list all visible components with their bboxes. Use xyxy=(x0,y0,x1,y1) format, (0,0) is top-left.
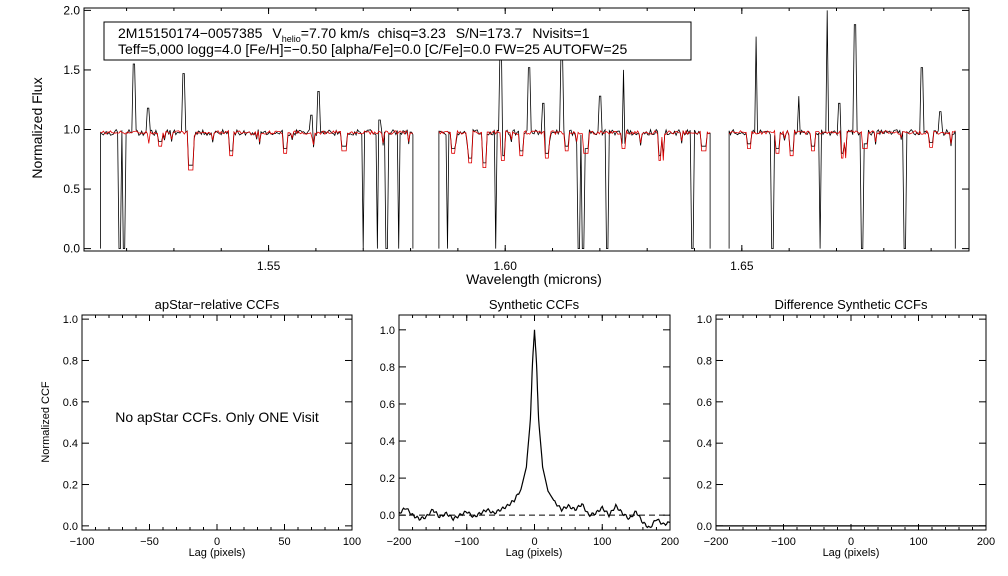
y-tick-label: 0.6 xyxy=(63,397,78,409)
y-tick-label: 0.5 xyxy=(63,182,80,196)
spectrum-data xyxy=(100,10,956,250)
info-v-value: =7.70 km/s xyxy=(301,25,370,41)
y-tick-label: 2.0 xyxy=(63,3,80,17)
info-snr: S/N=173.7 xyxy=(456,25,523,41)
y-tick-label: 0.8 xyxy=(380,362,395,374)
info-v-prefix: V xyxy=(272,25,282,41)
x-tick-label: 1.60 xyxy=(494,259,518,273)
difference-ccf-frame xyxy=(715,314,987,531)
info-v-subscript: helio xyxy=(282,34,301,44)
x-tick-label: 1.55 xyxy=(257,259,281,273)
y-tick-label: 1.5 xyxy=(63,63,80,77)
difference-ccf-xlabel: Lag (pixels) xyxy=(823,547,880,559)
y-tick-label: 0.0 xyxy=(697,521,712,533)
x-tick-label: 0 xyxy=(531,536,537,548)
difference-ccf-ticks: −200 −100 0 100 200 0.0 0.2 0.4 0.6 0.8 1.0 xyxy=(697,314,995,548)
x-tick-label: −100 xyxy=(70,536,95,548)
model-line xyxy=(438,129,711,169)
spectrum-line xyxy=(438,45,711,250)
synthetic-ccf-ticks: −200 −100 0 100 200 0.0 0.2 0.4 0.6 0.8 1.0 xyxy=(380,315,679,548)
info-line-1: 2M15150174−0057385 Vhelio=7.70 km/s chisq=… xyxy=(118,25,590,44)
ccf-curve xyxy=(398,329,671,529)
x-tick-label: −100 xyxy=(454,536,479,548)
y-tick-label: 0.4 xyxy=(63,438,78,450)
y-tick-label: 1.0 xyxy=(380,325,395,337)
apstar-ccf-title: apStar−relative CCFs xyxy=(155,297,280,312)
spectrum-ylabel: Normalized Flux xyxy=(29,77,45,178)
info-chisq: chisq=3.23 xyxy=(378,25,446,41)
spectrum-panel: 1.55 1.60 1.65 0.0 0.5 1.0 1.5 2.0 Wavelength (… xyxy=(29,3,970,287)
y-tick-label: 1.0 xyxy=(697,314,712,326)
spectrum-line xyxy=(100,63,414,250)
y-tick-label: 0.8 xyxy=(63,355,78,367)
x-tick-label: 200 xyxy=(661,536,679,548)
y-tick-label: 0.8 xyxy=(697,355,712,367)
apstar-ccf-ticks: −100 −50 0 50 100 0.0 0.2 0.4 0.6 0.8 1.0 xyxy=(63,314,361,548)
y-tick-label: 0.0 xyxy=(63,242,80,256)
y-tick-label: 0.6 xyxy=(380,399,395,411)
synthetic-ccf-frame xyxy=(398,314,671,531)
spectrum-xlabel: Wavelength (microns) xyxy=(466,271,602,287)
y-tick-label: 1.0 xyxy=(63,123,80,137)
x-tick-label: −100 xyxy=(771,536,796,548)
synthetic-ccf-xlabel: Lag (pixels) xyxy=(506,547,563,559)
x-tick-label: 100 xyxy=(343,536,361,548)
apstar-ccf-annotation: No apStar CCFs. Only ONE Visit xyxy=(115,409,319,425)
model-line xyxy=(728,129,956,159)
info-nvisits: Nvisits=1 xyxy=(532,25,589,41)
y-tick-label: 0.0 xyxy=(63,521,78,533)
info-box: 2M15150174−0057385 Vhelio=7.70 km/s chisq=… xyxy=(103,21,692,61)
info-line-2: Teff=5,000 logg=4.0 [Fe/H]=−0.50 [alpha/… xyxy=(118,41,627,57)
y-tick-label: 1.0 xyxy=(63,314,78,326)
y-tick-label: 0.0 xyxy=(380,510,395,522)
synthetic-ccf-title: Synthetic CCFs xyxy=(489,297,580,312)
x-tick-label: 0 xyxy=(848,536,854,548)
y-tick-label: 0.2 xyxy=(380,473,395,485)
x-tick-label: 0 xyxy=(214,536,220,548)
apstar-ccf-ylabel: Normalized CCF xyxy=(40,381,52,463)
y-tick-label: 0.2 xyxy=(697,480,712,492)
difference-ccf-title: Difference Synthetic CCFs xyxy=(775,297,928,312)
model-line xyxy=(100,129,413,171)
x-tick-label: −200 xyxy=(704,536,729,548)
synthetic-ccf-data xyxy=(398,329,671,529)
y-tick-label: 0.4 xyxy=(697,438,712,450)
x-tick-label: −50 xyxy=(140,536,159,548)
x-tick-label: 100 xyxy=(909,536,927,548)
info-star-id: 2M15150174−0057385 xyxy=(118,25,263,41)
difference-ccf-panel: Difference Synthetic CCFs −200 −100 0 100 20… xyxy=(697,297,995,559)
x-tick-label: 200 xyxy=(977,536,995,548)
y-tick-label: 0.4 xyxy=(380,436,395,448)
info-box-frame xyxy=(103,21,692,61)
y-tick-label: 0.2 xyxy=(63,480,78,492)
x-tick-label: 100 xyxy=(593,536,611,548)
apstar-ccf-xlabel: Lag (pixels) xyxy=(189,547,246,559)
synthetic-ccf-panel: Synthetic CCFs −200 −100 0 100 200 0.0 0.2 0.4 0… xyxy=(380,297,679,559)
y-tick-label: 0.6 xyxy=(697,397,712,409)
spectrum-line xyxy=(728,10,956,250)
x-tick-label: 50 xyxy=(278,536,290,548)
spectrum-ticks: 1.55 1.60 1.65 0.0 0.5 1.0 1.5 2.0 xyxy=(63,3,969,273)
x-tick-label: 1.65 xyxy=(730,259,754,273)
apstar-ccf-panel: apStar−relative CCFs −100 −50 0 50 100 0.0 0.2… xyxy=(40,297,361,559)
x-tick-label: −200 xyxy=(387,536,412,548)
